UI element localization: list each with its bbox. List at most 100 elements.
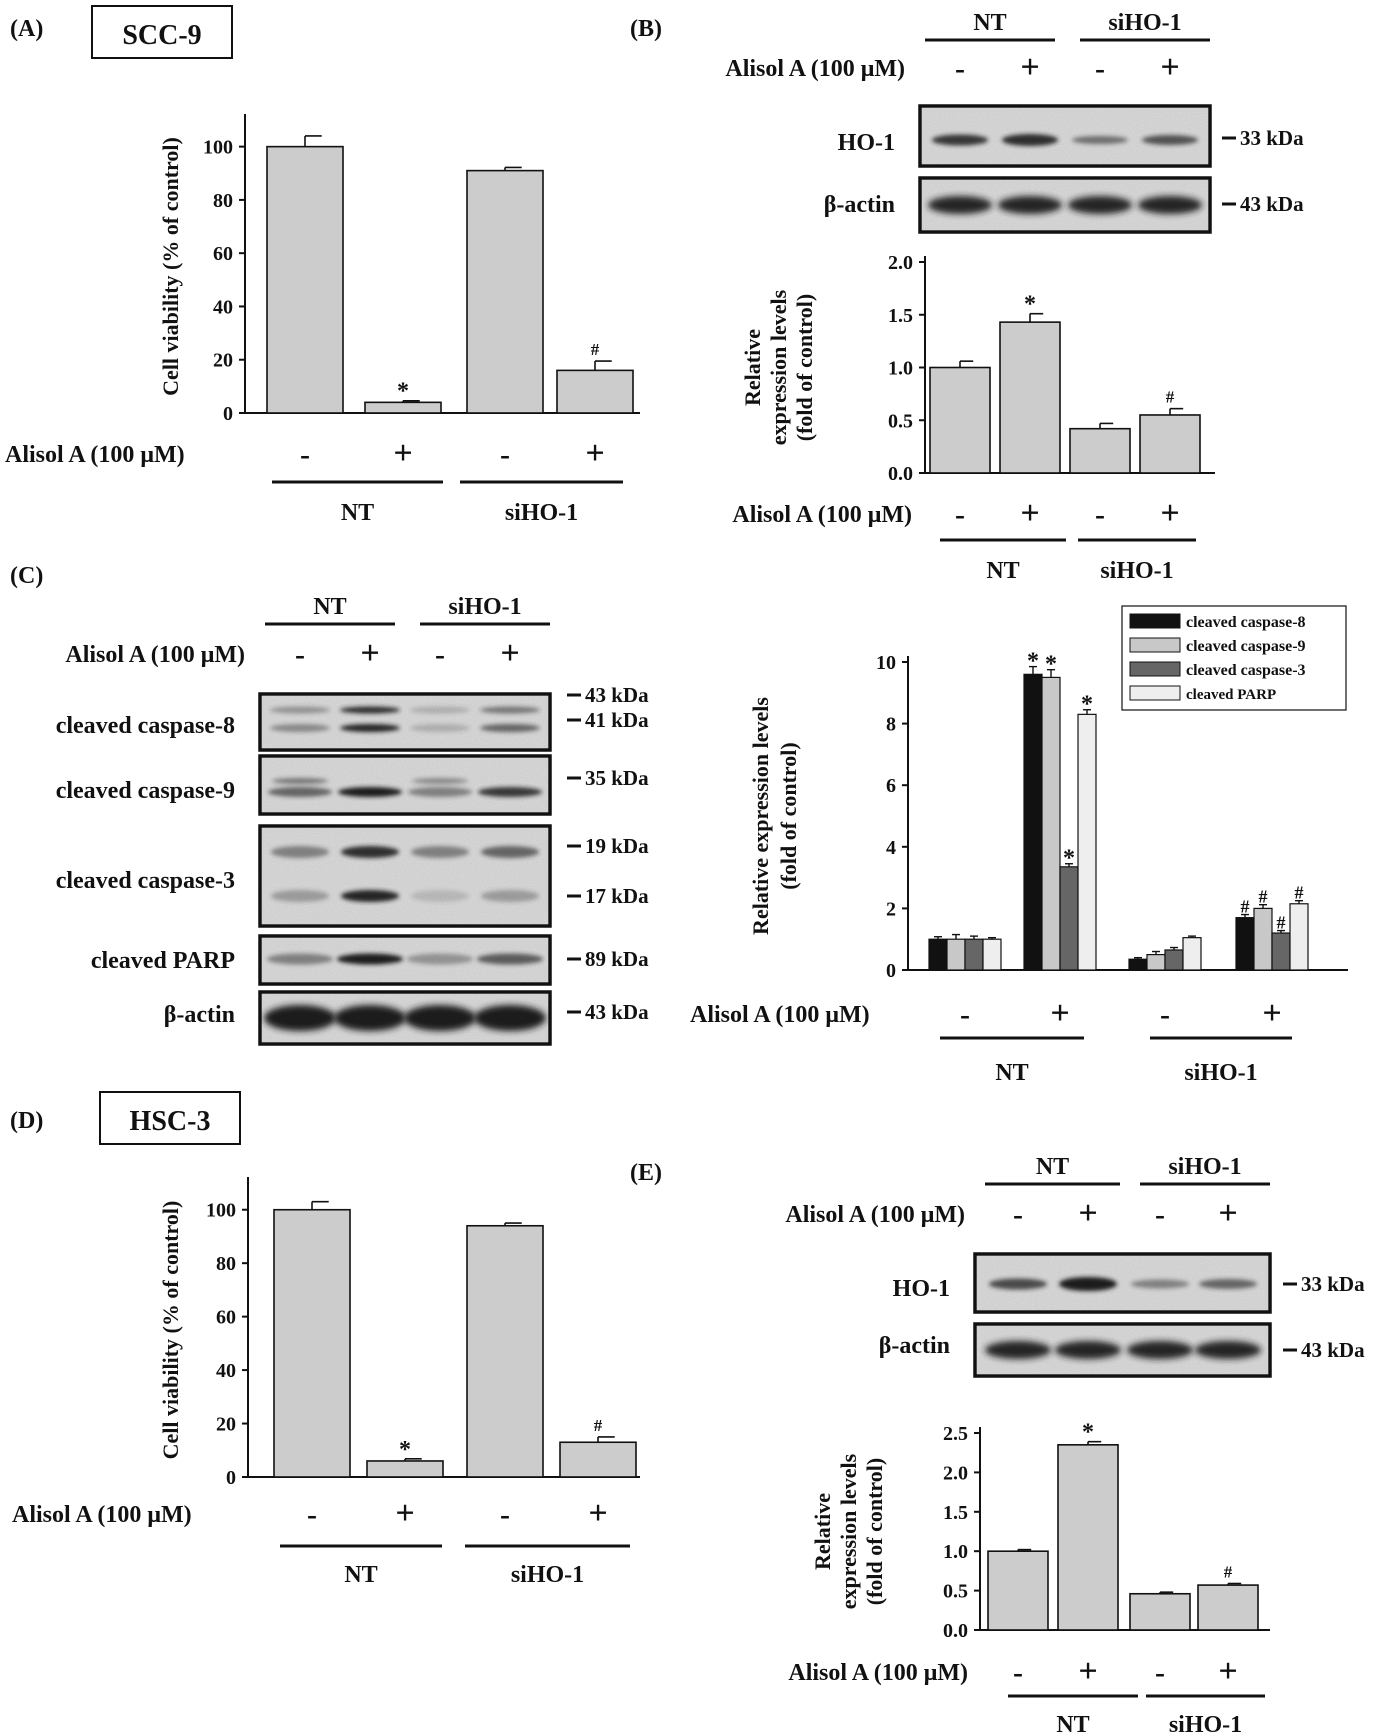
panel-a-letter: (A) [10,16,43,42]
plus-sign: + [1020,495,1039,532]
legend-label: cleaved PARP [1186,687,1276,703]
group-label-sihO1: siHO-1 [1184,1060,1257,1086]
y-tick-label: 0 [223,403,233,425]
significance-hash: # [1166,388,1175,407]
y-tick-label: 0.5 [888,410,913,432]
band-parp [407,953,473,965]
bar [273,1208,351,1478]
band-actin [928,196,992,214]
y-tick-label: 0.0 [943,1620,968,1642]
y-tick-label: 100 [206,1200,236,1222]
band-parp [477,953,543,965]
band-casp8-upper [410,706,470,714]
band-actin [334,1005,406,1031]
bar [1197,1584,1259,1631]
bar [559,1441,637,1478]
legend-label: cleaved caspase-9 [1186,638,1306,655]
band-ho1 [1199,1279,1257,1289]
y-axis-label: expression levels [836,1453,861,1609]
group-label-sihO1: siHO-1 [1108,10,1181,36]
bar-cleaved-caspase-3 [1271,932,1291,971]
cell-line-box-a [91,5,233,59]
blot-c-0-frame [258,692,552,752]
band-casp8-upper [340,706,400,714]
y-tick-label: 0 [886,960,896,982]
y-axis-label: (fold of control) [862,1458,887,1605]
plus-sign: + [1218,1653,1237,1690]
band-parp [267,953,333,965]
band-ho1 [932,134,988,146]
y-tick-label: 40 [213,296,233,318]
panel-e-letter: (E) [630,1160,662,1186]
plus-sign: + [1078,1195,1097,1232]
y-tick-label: 0.5 [943,1581,968,1603]
blot-c-0-noise [262,696,548,748]
y-tick-label: 20 [216,1414,236,1436]
kda-marker: 33 kDa [1240,126,1304,150]
bar-cleaved-caspase-3 [964,938,984,971]
minus-sign: - [1155,1198,1165,1231]
treatment-label: Alisol A (100 μM) [5,442,185,468]
kda-marker: 41 kDa [585,708,649,732]
band-actin [264,1005,336,1031]
treatment-label: Alisol A (100 μM) [690,1002,870,1028]
band-casp8-lower [410,724,470,732]
significance-hash: # [1295,883,1304,903]
kda-marker: 43 kDa [585,1000,649,1024]
band-casp3-19 [481,846,539,858]
minus-sign: - [1013,1198,1023,1231]
band-casp3-17 [271,890,329,902]
legend-label: cleaved caspase-3 [1186,662,1306,679]
minus-sign: - [500,1498,510,1531]
bar-cleaved-caspase-3 [1164,949,1184,971]
y-axis-label: Cell viability (% of control) [158,1201,183,1460]
band-ho1 [1131,1279,1189,1289]
y-tick-label: 2.5 [943,1423,968,1445]
bar-cleaved-caspase-9 [1041,676,1061,971]
kda-marker: 43 kDa [1240,192,1304,216]
y-tick-label: 1.5 [888,305,913,327]
blot-b-actin-frame [918,176,1212,234]
plus-sign: + [1262,995,1281,1032]
plus-sign: + [1218,1195,1237,1232]
blot-c-3-frame [258,934,552,986]
group-label-sihO1: siHO-1 [1168,1154,1241,1180]
protein-label: HO-1 [838,130,895,156]
protein-label: cleaved caspase-8 [56,713,235,739]
treatment-label: Alisol A (100 μM) [725,56,905,82]
protein-label: β-actin [879,1333,950,1359]
significance-star: * [1082,1420,1094,1446]
panel-e-chart: 0.0 0.5 1.0 1.5 2.0 2.5 Relative expression lev… [788,1420,1270,1736]
y-tick-label: 100 [203,137,233,159]
bar [466,1224,544,1478]
y-axis-label: Relative [740,329,765,406]
kda-marker: 43 kDa [585,683,649,707]
cell-line-d: HSC-3 [130,1106,211,1137]
legend-label: cleaved caspase-8 [1186,614,1306,631]
panel-b-letter: (B) [630,16,662,42]
y-tick-label: 2 [886,898,896,920]
y-tick-label: 2.0 [888,252,913,274]
band-actin [1127,1341,1193,1359]
legend-swatch [1129,661,1181,677]
panel-c-letter: (C) [10,563,43,589]
y-axis-label: Relative expression levels [748,697,773,935]
plus-sign: + [1050,995,1069,1032]
band-casp8-lower [270,724,330,732]
plus-sign: + [1160,49,1179,86]
bar-cleaved-PARP [982,938,1002,971]
treatment-label: Alisol A (100 μM) [785,1202,965,1228]
significance-star: * [1027,649,1039,675]
significance-hash: # [1259,887,1268,907]
y-tick-label: 4 [886,837,896,859]
band-actin [474,1005,546,1031]
blot-e-ho1-frame [973,1252,1272,1314]
band-actin [985,1341,1051,1359]
group-label-nt: NT [1036,1154,1069,1180]
plus-sign: + [1020,49,1039,86]
significance-star: * [1063,846,1075,872]
band-actin [1068,196,1132,214]
protein-label: β-actin [824,192,895,218]
band-ho1 [989,1278,1047,1290]
